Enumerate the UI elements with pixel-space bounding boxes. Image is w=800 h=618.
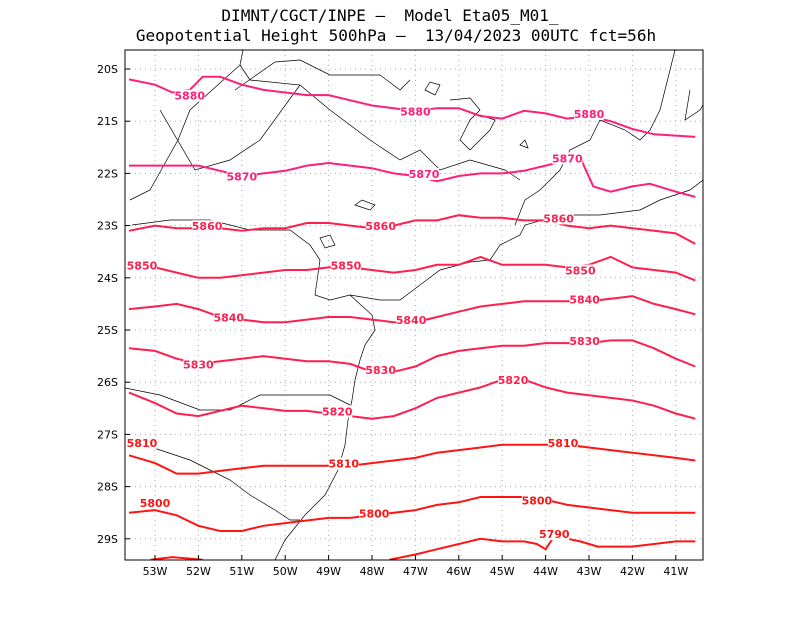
contour-label: 5820 (498, 374, 529, 387)
contour-5860 (128, 214, 696, 245)
contour-label-bg (365, 220, 396, 233)
contour-label: 5810 (127, 437, 158, 450)
contour-label-bg (328, 457, 359, 470)
contour-5810 (128, 443, 696, 475)
contour-label-bg (498, 374, 529, 387)
contour-label: 5850 (565, 265, 596, 278)
contour-label: 5830 (365, 364, 396, 377)
contour-label-bg (330, 259, 361, 272)
lon-tick-label: 42W (620, 565, 645, 578)
lon-tick-label: 52W (186, 565, 211, 578)
contour-label-bg (322, 405, 353, 418)
contour-label: 5860 (192, 220, 223, 233)
contour-label: 5850 (331, 259, 362, 272)
contour-label: 5800 (140, 497, 171, 510)
contour-label-bg (359, 507, 390, 520)
contour-label: 5810 (328, 458, 359, 471)
lat-tick-label: 22S (97, 167, 118, 180)
lat-tick-label: 24S (97, 272, 118, 285)
lat-tick-label: 28S (97, 481, 118, 494)
lon-tick-label: 45W (490, 565, 515, 578)
map-title-line2: Geopotential Height 500hPa – 13/04/2023 … (135, 26, 657, 45)
lat-tick-label: 27S (97, 428, 118, 441)
contour-5800 (128, 496, 696, 532)
contour-label-bg (213, 311, 244, 324)
lon-tick-label: 49W (316, 565, 341, 578)
contour-label-bg (565, 264, 596, 277)
contour-5830 (128, 339, 696, 373)
contour-label-bg (126, 436, 157, 449)
contour-label-bg (574, 107, 604, 120)
lon-tick-label: 48W (360, 565, 385, 578)
contour-label: 5830 (569, 335, 600, 348)
contour-label-bg (226, 170, 257, 183)
contour-partial (150, 556, 203, 560)
contour-label: 5860 (543, 212, 574, 225)
lon-tick-label: 50W (273, 565, 298, 578)
contour-label: 5880 (400, 105, 431, 118)
contour-label: 5870 (409, 168, 440, 181)
lat-tick-label: 29S (97, 533, 118, 546)
contour-label: 5800 (522, 494, 553, 507)
lon-tick-label: 44W (533, 565, 558, 578)
contour-label-bg (543, 212, 574, 225)
lat-tick-label: 20S (97, 63, 118, 76)
geopotential-contours: 5880 5880 5880 5870 5870 5870 5860 5860 5860 5850… (126, 75, 696, 560)
contour-label: 5810 (548, 437, 579, 450)
lon-tick-label: 43W (577, 565, 602, 578)
lat-tick-label: 25S (97, 324, 118, 337)
contour-label-bg (140, 496, 170, 509)
map-borders (125, 50, 703, 560)
plot-frame (124, 49, 704, 561)
lon-tick-label: 51W (229, 565, 254, 578)
contour-label-bg (539, 528, 570, 541)
contour-label: 5880 (574, 108, 605, 121)
map-title-line1: DIMNT/CGCT/INPE – Model Eta05_M01_ (221, 6, 559, 25)
contour-label: 5820 (322, 406, 353, 419)
contour-label-bg (126, 259, 157, 272)
lat-tick-label: 23S (97, 220, 118, 233)
contour-label-bg (569, 293, 600, 306)
contour-label: 5870 (552, 152, 583, 165)
contour-label-bg (521, 494, 552, 507)
contour-label: 5870 (226, 171, 257, 184)
contour-label: 5800 (359, 507, 390, 520)
contour-label: 5850 (127, 259, 158, 272)
lon-tick-label: 47W (403, 565, 428, 578)
contour-label: 5840 (213, 312, 244, 325)
contour-label-bg (192, 220, 223, 233)
contour-label-bg (174, 89, 205, 102)
lat-tick-label: 26S (97, 376, 118, 389)
contour-label-bg (547, 436, 578, 449)
lat-tick-label: 21S (97, 115, 118, 128)
lon-tick-label: 53W (143, 565, 168, 578)
lon-tick-label: 41W (663, 565, 688, 578)
axis-ticks: 53W 52W 51W 50W 49W 48W 47W 46W 45W 44W 43W 42W 41W 2… (97, 63, 688, 578)
contour-label: 5790 (539, 528, 570, 541)
contour-label-bg (552, 152, 583, 165)
contour-label-bg (409, 168, 440, 181)
contour-label-bg (400, 105, 431, 118)
contour-5820 (128, 378, 696, 420)
contour-label: 5860 (365, 220, 396, 233)
contour-label: 5840 (396, 314, 427, 327)
contour-label-bg (569, 335, 600, 348)
contour-5790 (389, 535, 696, 560)
lon-tick-label: 46W (446, 565, 471, 578)
contour-label: 5840 (569, 293, 600, 306)
contour-label: 5880 (174, 90, 205, 103)
contour-label-bg (183, 358, 214, 371)
contour-5850 (129, 255, 696, 282)
contour-label-bg (396, 314, 427, 327)
contour-label: 5830 (183, 359, 214, 372)
contour-label-bg (365, 363, 396, 376)
